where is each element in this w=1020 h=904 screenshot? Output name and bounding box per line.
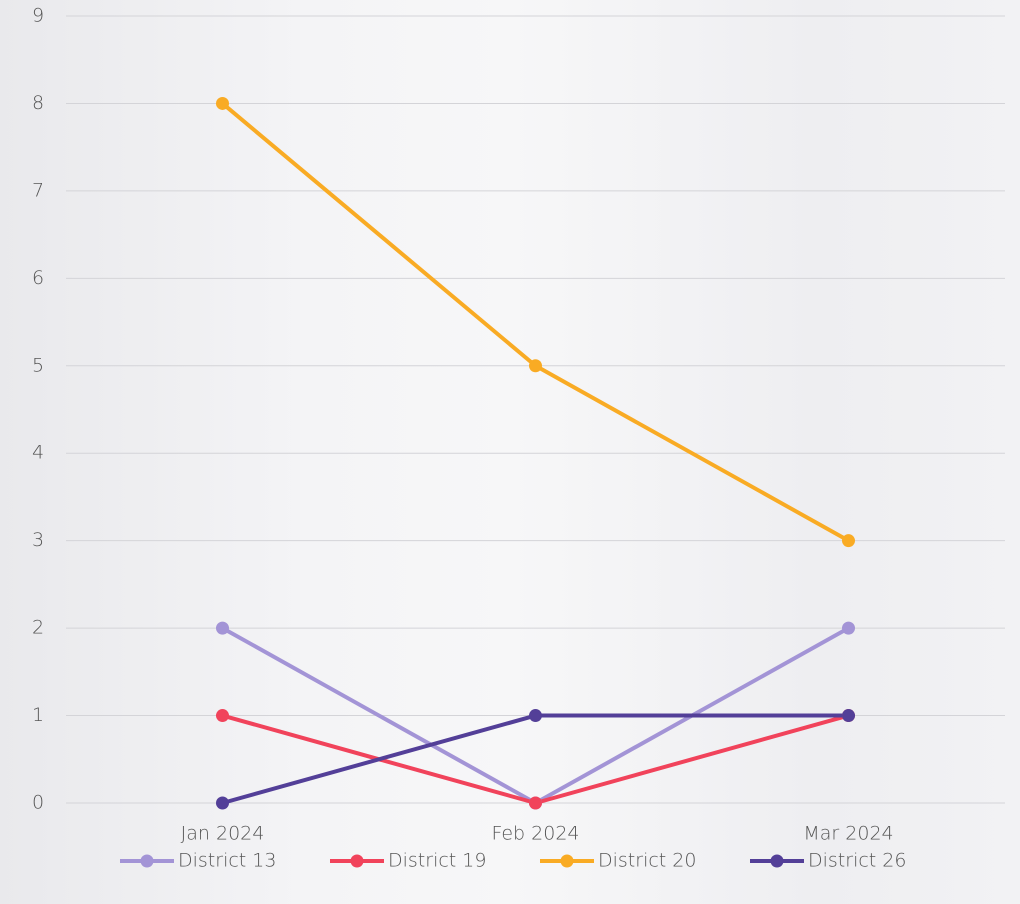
legend-marker: [770, 854, 784, 868]
legend-label: District 20: [598, 850, 696, 872]
x-tick-label: Jan 2024: [181, 823, 265, 845]
legend-marker: [140, 854, 154, 868]
legend-marker: [560, 854, 574, 868]
legend-marker: [350, 854, 364, 868]
y-tick-label: 5: [32, 354, 44, 376]
point: [216, 796, 229, 810]
x-tick-label: Feb 2024: [491, 823, 579, 845]
series-line: [221, 713, 849, 805]
y-tick-label: 6: [32, 267, 44, 289]
point: [216, 621, 229, 635]
legend-label: District 13: [178, 850, 276, 872]
series-line: [221, 713, 850, 805]
y-tick-label: 4: [32, 442, 44, 464]
y-tick-label: 3: [32, 529, 44, 551]
legend-label: District 26: [808, 850, 906, 872]
series-line: [221, 101, 850, 543]
legend-label: District 19: [388, 850, 486, 872]
point: [529, 796, 542, 810]
y-tick-label: 0: [32, 792, 44, 814]
point: [842, 621, 855, 635]
y-tick-label: 8: [32, 92, 44, 114]
point: [216, 709, 229, 723]
y-tick-label: 7: [32, 179, 44, 201]
point: [216, 96, 229, 110]
y-tick-label: 9: [32, 5, 44, 27]
point: [529, 709, 542, 723]
point: [529, 359, 542, 373]
y-tick-label: 1: [32, 704, 44, 726]
point: [842, 534, 855, 548]
y-tick-label: 2: [32, 617, 44, 639]
point: [842, 709, 855, 723]
x-tick-label: Mar 2024: [803, 823, 893, 845]
